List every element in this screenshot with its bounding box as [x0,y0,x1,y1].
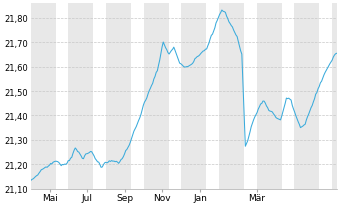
Bar [68,4,93,189]
Bar [332,4,337,189]
Bar [219,4,244,189]
Bar [294,4,320,189]
Bar [144,4,169,189]
Bar [106,4,131,189]
Bar [181,4,206,189]
Bar [257,4,282,189]
Bar [31,4,56,189]
